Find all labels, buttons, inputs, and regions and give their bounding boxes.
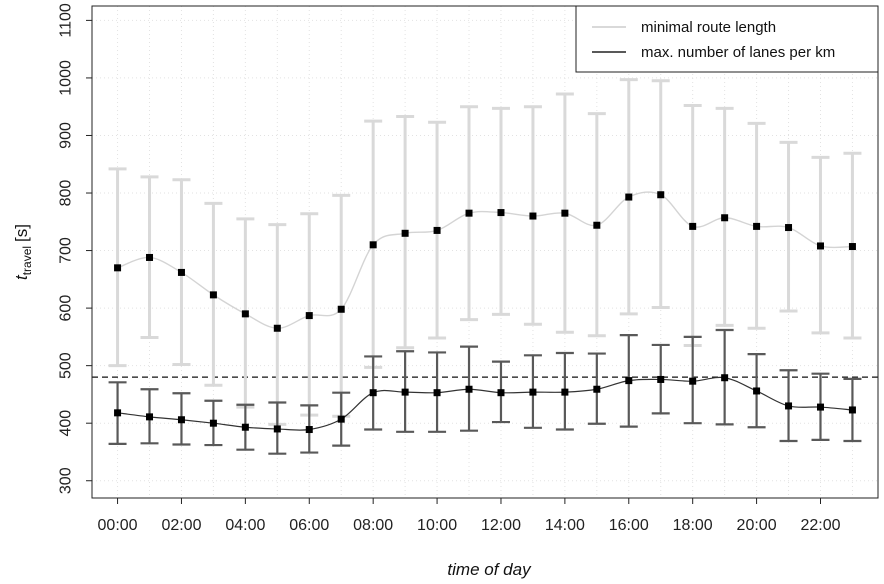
data-point bbox=[689, 377, 697, 385]
data-point bbox=[114, 264, 122, 272]
y-tick-label: 300 bbox=[58, 467, 75, 494]
data-point bbox=[401, 388, 409, 396]
data-point bbox=[625, 193, 633, 201]
x-tick-label: 00:00 bbox=[98, 517, 138, 534]
x-tick-label: 02:00 bbox=[161, 517, 201, 534]
data-point bbox=[209, 291, 217, 299]
x-tick-label: 14:00 bbox=[545, 517, 585, 534]
x-tick-label: 10:00 bbox=[417, 517, 457, 534]
series-0 bbox=[108, 78, 862, 426]
data-point bbox=[146, 253, 154, 261]
data-point bbox=[753, 387, 761, 395]
x-tick-label: 06:00 bbox=[289, 517, 329, 534]
data-point bbox=[146, 413, 154, 421]
x-tick-label: 16:00 bbox=[609, 517, 649, 534]
y-axis-title-unit: [s] bbox=[12, 224, 31, 242]
series-layer bbox=[108, 78, 862, 455]
data-point bbox=[689, 222, 697, 230]
data-point bbox=[753, 222, 761, 230]
data-point bbox=[497, 209, 505, 217]
y-axis: 300 400 500 600 700 800 900 1000 1100 bbox=[58, 3, 92, 494]
x-tick-label: 08:00 bbox=[353, 517, 393, 534]
data-point bbox=[273, 324, 281, 332]
data-point bbox=[369, 241, 377, 249]
series-line bbox=[117, 376, 853, 431]
data-point bbox=[657, 375, 665, 383]
data-point bbox=[816, 403, 824, 411]
data-point bbox=[848, 406, 856, 414]
data-point bbox=[848, 243, 856, 251]
data-point bbox=[114, 409, 122, 417]
legend-label: max. number of lanes per km bbox=[641, 44, 835, 61]
data-point bbox=[816, 242, 824, 250]
y-tick-label: 900 bbox=[58, 122, 75, 149]
data-point bbox=[721, 374, 729, 382]
data-point bbox=[593, 385, 601, 393]
data-point bbox=[561, 209, 569, 217]
y-axis-title-main: t bbox=[12, 274, 31, 280]
data-point bbox=[785, 224, 793, 232]
data-point bbox=[369, 389, 377, 397]
data-point bbox=[401, 229, 409, 237]
y-axis-title: ttravel [s] bbox=[12, 224, 34, 280]
data-point bbox=[465, 385, 473, 393]
data-point bbox=[177, 416, 185, 424]
plot-frame bbox=[91, 5, 879, 499]
data-point bbox=[529, 212, 537, 220]
y-tick-label: 700 bbox=[58, 237, 75, 264]
data-point bbox=[465, 209, 473, 217]
x-axis-title: time of day bbox=[447, 560, 532, 579]
data-point bbox=[433, 226, 441, 234]
y-tick-label: 1000 bbox=[58, 60, 75, 96]
data-point bbox=[433, 389, 441, 397]
data-point bbox=[785, 402, 793, 410]
data-point bbox=[625, 377, 633, 385]
series-1 bbox=[108, 328, 862, 455]
y-tick-label: 500 bbox=[58, 352, 75, 379]
data-point bbox=[561, 388, 569, 396]
x-tick-label: 12:00 bbox=[481, 517, 521, 534]
x-tick-label: 18:00 bbox=[673, 517, 713, 534]
x-axis: 00:00 02:00 04:00 06:00 08:00 10:00 12:00 14:00… bbox=[98, 498, 841, 534]
legend: minimal route length max. number of lanes… bbox=[575, 5, 879, 73]
legend-box bbox=[575, 5, 879, 73]
data-point bbox=[209, 419, 217, 427]
data-point bbox=[305, 312, 313, 320]
y-axis-title-sub: travel bbox=[20, 246, 34, 275]
grid bbox=[92, 6, 878, 498]
data-point bbox=[177, 268, 185, 276]
data-point bbox=[337, 305, 345, 313]
x-tick-label: 04:00 bbox=[225, 517, 265, 534]
data-point bbox=[241, 423, 249, 431]
x-tick-label: 22:00 bbox=[800, 517, 840, 534]
data-point bbox=[273, 425, 281, 433]
data-point bbox=[529, 388, 537, 396]
data-point bbox=[337, 415, 345, 423]
y-tick-label: 1100 bbox=[58, 3, 75, 38]
y-tick-label: 800 bbox=[58, 180, 75, 207]
y-tick-label: 600 bbox=[58, 295, 75, 322]
legend-label: minimal route length bbox=[641, 19, 776, 36]
data-point bbox=[657, 191, 665, 199]
data-point bbox=[241, 310, 249, 318]
x-tick-label: 20:00 bbox=[737, 517, 777, 534]
y-tick-label: 400 bbox=[58, 410, 75, 437]
data-point bbox=[721, 214, 729, 222]
data-point bbox=[593, 221, 601, 229]
data-point bbox=[305, 426, 313, 434]
data-point bbox=[497, 389, 505, 397]
